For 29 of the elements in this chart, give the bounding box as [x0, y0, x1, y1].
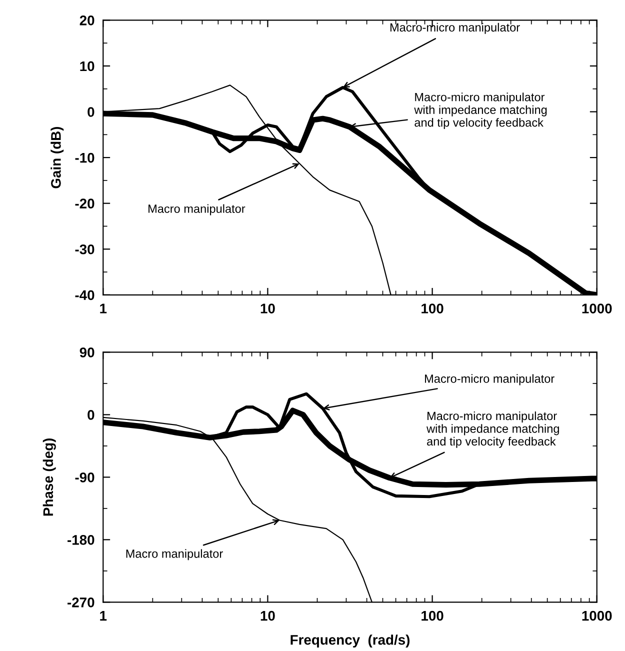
annotation: Macro-micro manipulator with impedance matching and tip velocity feedback — [414, 92, 547, 130]
x-tick-label: 1000 — [582, 610, 612, 621]
x-tick-label: 1 — [100, 611, 107, 621]
y-tick-label: 0 — [88, 410, 94, 420]
x-tick-label: 10 — [260, 304, 275, 314]
annotation: Macro-micro manipulator with impedance matching and tip velocity feedback — [426, 411, 559, 448]
y-tick-label: -40 — [75, 290, 94, 300]
x-tick-label: 1 — [100, 304, 107, 314]
y-tick-label: -20 — [75, 198, 94, 208]
y-tick-label: 0 — [88, 107, 94, 117]
y-tick-label: -180 — [68, 535, 94, 545]
x-axis-title: Frequency (rad/s) — [290, 634, 410, 648]
y-axis-title: Gain (dB) — [50, 126, 64, 188]
annotation: Macro-micro manipulator — [390, 22, 520, 34]
y-tick-label: 10 — [80, 61, 94, 72]
x-tick-label: 100 — [422, 610, 444, 621]
y-tick-label: 90 — [80, 348, 94, 358]
y-tick-label: -90 — [75, 472, 94, 482]
y-tick-label: -30 — [75, 244, 94, 254]
x-tick-label: 10 — [260, 610, 275, 621]
y-tick-label: -10 — [75, 152, 94, 163]
annotation: Macro-micro manipulator — [425, 374, 554, 386]
x-tick-label: 1000 — [582, 304, 612, 314]
y-tick-label: 20 — [80, 16, 94, 26]
x-tick-label: 100 — [422, 304, 444, 314]
annotation: Macro manipulator — [126, 549, 223, 560]
y-axis-title: Phase (deg) — [42, 438, 56, 516]
y-tick-label: -270 — [68, 598, 94, 608]
annotation: Macro manipulator — [148, 204, 246, 216]
